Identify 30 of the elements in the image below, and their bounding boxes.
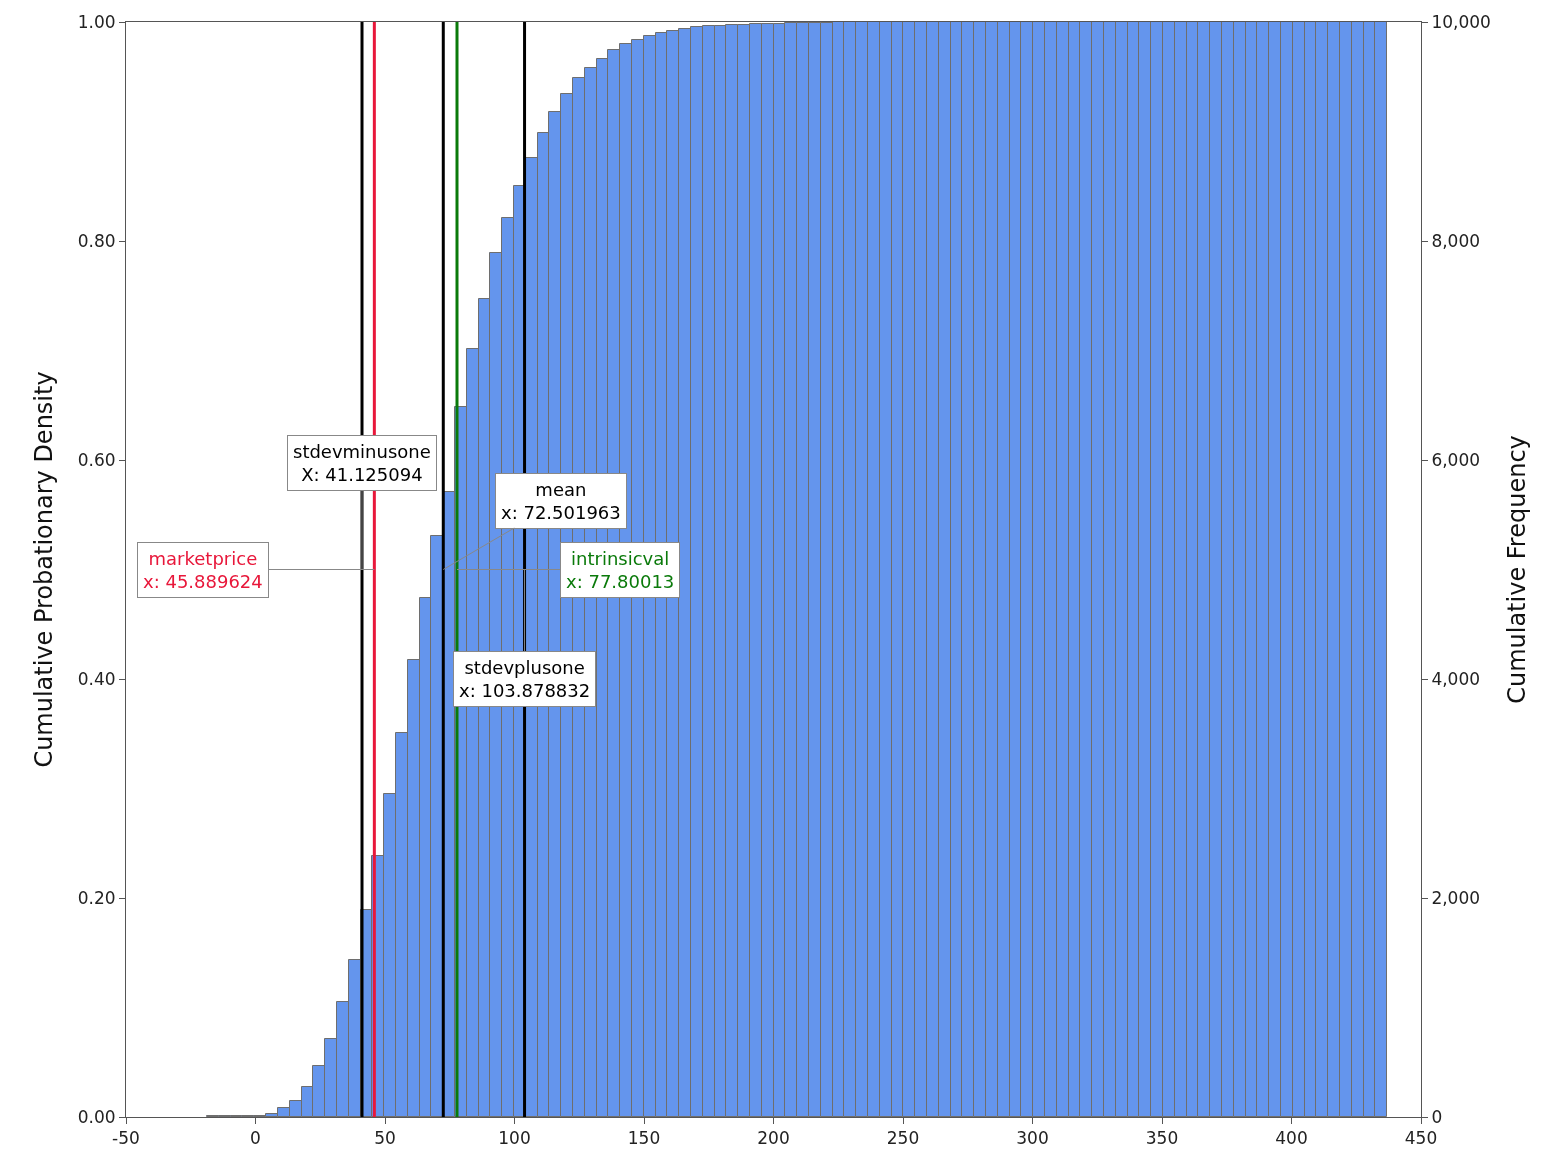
x-tick-label: 0 [250, 1128, 261, 1149]
x-tick-label: 400 [1275, 1128, 1308, 1149]
x-tick-label: 350 [1145, 1128, 1179, 1149]
y2-tick-label: 2,000 [1431, 887, 1481, 908]
y2-tick-label: 10,000 [1431, 11, 1491, 32]
ref-line-label: mean x: 72.501963 [501, 479, 621, 524]
ref-line-label: stdevminusone X: 41.125094 [293, 441, 431, 486]
y2-tick-label: 6,000 [1431, 449, 1481, 470]
y2-tick-label: 4,000 [1431, 668, 1481, 689]
y2-tick-label: 8,000 [1431, 230, 1481, 251]
ref-line-label: marketprice x: 45.889624 [143, 548, 263, 593]
y-tick-label: 0.20 [77, 887, 116, 908]
ref-line-label: stdevplusone x: 103.878832 [459, 657, 591, 702]
x-tick-label: 300 [1016, 1128, 1049, 1149]
x-tick-label: 200 [757, 1128, 790, 1149]
y-axis-title: Cumulative Probationary Density [29, 371, 58, 768]
y-tick-label: 0.40 [77, 668, 116, 689]
y-tick-label: 0.80 [77, 230, 116, 251]
y2-tick-label: 0 [1431, 1106, 1443, 1127]
ref-line-label: intrinsicval x: 77.80013 [566, 548, 675, 593]
y2-axis-title: Cumulative Frequency [1503, 435, 1532, 704]
x-tick-label: 250 [886, 1128, 920, 1149]
x-tick-label: 100 [498, 1128, 531, 1149]
x-tick-label: 150 [627, 1128, 661, 1149]
x-tick-label: 450 [1404, 1128, 1438, 1149]
y-tick-label: 1.00 [77, 11, 116, 32]
y-tick-label: 0.00 [77, 1106, 116, 1127]
x-tick-label: -50 [112, 1128, 140, 1149]
x-tick-label: 50 [374, 1128, 396, 1149]
y-tick-label: 0.60 [77, 449, 116, 470]
